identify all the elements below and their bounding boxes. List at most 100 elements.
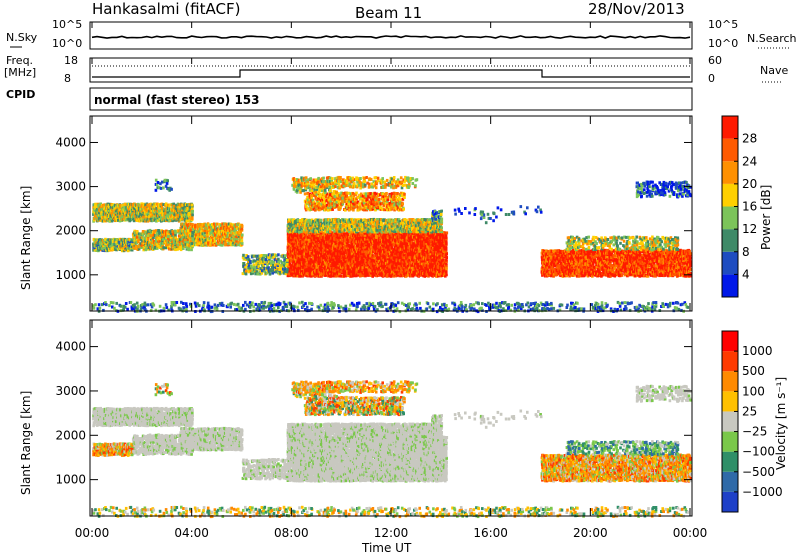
power-cell: [119, 205, 122, 209]
power-cell: [191, 231, 194, 234]
power-cell: [178, 232, 181, 236]
power-cell: [128, 209, 132, 213]
power-cell: [200, 229, 203, 233]
power-cell: [126, 215, 130, 219]
power-cell: [150, 241, 154, 245]
power-cell: [237, 242, 240, 246]
power-cell: [141, 239, 144, 243]
power-cell: [190, 248, 193, 252]
power-cell: [207, 223, 211, 227]
power-cell: [202, 235, 205, 239]
power-cell: [161, 244, 164, 248]
power-cell: [132, 219, 136, 223]
power-cell: [191, 243, 194, 247]
power-cell: [104, 215, 107, 219]
power-cell: [131, 202, 135, 206]
power-cell: [167, 234, 170, 238]
power-cell: [155, 206, 158, 210]
power-cell: [134, 231, 137, 235]
power-cell: [106, 217, 110, 221]
power-cell: [178, 203, 181, 207]
power-cell: [191, 209, 194, 213]
power-cell: [168, 211, 172, 215]
power-cell: [226, 237, 229, 240]
power-cell: [237, 233, 241, 237]
power-cell: [286, 247, 290, 251]
power-cell: [182, 247, 185, 250]
power-cell: [106, 240, 109, 244]
power-cell: [155, 212, 159, 216]
power-cell: [175, 208, 179, 212]
power-cell: [191, 227, 195, 231]
nave-tick-top: 60: [708, 54, 722, 67]
power-cell: [159, 241, 163, 245]
power-cell: [142, 241, 146, 245]
power-cell: [139, 246, 143, 249]
power-cell: [206, 234, 209, 238]
power-cell: [160, 205, 164, 209]
power-cell: [189, 229, 192, 233]
power-cell: [219, 226, 223, 230]
power-cell: [141, 230, 145, 233]
noise-right-tick-bottom: 10^0: [708, 37, 738, 50]
power-cell: [241, 233, 244, 237]
power-cell: [174, 233, 177, 237]
power-cell: [136, 230, 139, 234]
power-cell: [209, 223, 212, 227]
power-cell: [240, 227, 244, 231]
station-title: Hankasalmi (fitACF): [92, 0, 240, 18]
power-cell: [183, 224, 186, 228]
power-cell: [96, 244, 100, 247]
power-cell: [292, 240, 296, 244]
noise-left-tick-bottom: 10^0: [52, 37, 82, 50]
power-cell: [145, 234, 148, 238]
power-cell: [179, 229, 183, 233]
power-cell: [221, 233, 225, 237]
power-cell: [163, 178, 167, 182]
power-cell: [234, 229, 238, 233]
power-cell: [233, 241, 237, 245]
power-cell: [212, 229, 216, 233]
power-cell: [137, 202, 140, 206]
power-cell: [95, 215, 98, 219]
power-cell: [218, 229, 221, 233]
power-cell: [101, 207, 104, 211]
power-cell: [149, 234, 153, 237]
power-cell: [178, 245, 182, 249]
power-cell: [144, 209, 147, 213]
power-data: [92, 175, 693, 314]
power-cell: [137, 240, 140, 244]
power-cell: [162, 203, 165, 207]
power-cell: [97, 248, 100, 252]
freq-tick-bottom: 8: [64, 72, 71, 85]
power-cell: [128, 219, 131, 223]
power-cell: [158, 218, 162, 222]
power-cell: [233, 243, 237, 247]
power-cell: [188, 208, 192, 212]
power-cell: [205, 229, 209, 233]
power-cell: [240, 241, 244, 245]
power-cell: [188, 230, 192, 234]
power-cell: [181, 222, 184, 226]
power-cell: [161, 235, 164, 239]
power-cell: [102, 215, 105, 219]
power-cell: [99, 240, 102, 244]
power-cell: [210, 229, 214, 233]
power-cell: [111, 208, 115, 212]
power-cell: [177, 234, 181, 238]
power-cell: [137, 247, 141, 251]
power-cell: [192, 241, 195, 245]
power-cell: [94, 206, 97, 210]
power-cell: [137, 232, 141, 236]
power-cell: [187, 212, 191, 216]
power-cell: [179, 215, 182, 219]
power-cell: [228, 222, 231, 226]
power-cell: [112, 242, 115, 246]
power-cell: [220, 243, 224, 247]
power-cell: [186, 216, 190, 220]
power-cell: [178, 238, 182, 242]
power-cell: [107, 215, 111, 218]
power-cell: [177, 213, 180, 217]
power-cell: [178, 207, 181, 211]
power-cell: [182, 211, 186, 215]
